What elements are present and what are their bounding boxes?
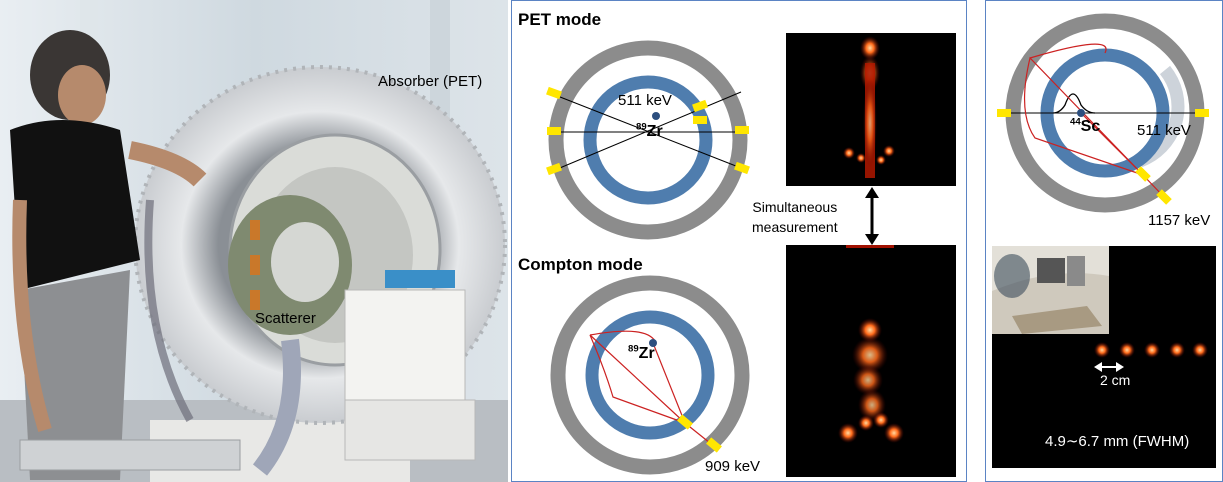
outer-ring (548, 40, 748, 240)
sc-isotope-label: 44Sc (1070, 116, 1101, 135)
sc-energy-1157-label: 1157 keV (1148, 212, 1211, 229)
pet-image (786, 33, 956, 186)
source-spot (1094, 342, 1110, 358)
sc-diagram (997, 13, 1209, 213)
scanner-photo (0, 0, 508, 482)
source-spot (1192, 342, 1208, 358)
source-point (652, 112, 660, 120)
absorber-label: Absorber (PET) (378, 73, 483, 90)
outer-ring (550, 275, 750, 475)
compton-cone (1023, 56, 1144, 176)
compton-energy-label: 909 keV (705, 458, 761, 475)
compton-cone (589, 334, 686, 424)
source-spot (1144, 342, 1160, 358)
compton-mode-title: Compton mode (518, 255, 643, 274)
resolution-label: 4.9∼6.7 mm (FWHM) (1045, 433, 1190, 450)
detector-hits (546, 86, 750, 176)
source-spot (1119, 342, 1135, 358)
compton-image (786, 245, 956, 477)
source-point (1077, 109, 1085, 117)
simultaneous-label: Simultaneous measurement (752, 199, 838, 235)
compton-isotope-label: 89Zr (628, 343, 655, 362)
pet-energy-label: 511 keV (618, 92, 672, 109)
sc-energy-511-label: 511 keV (1137, 122, 1191, 139)
simultaneous-arrow[interactable] (862, 187, 882, 245)
inner-ring (585, 310, 715, 440)
inner-ring (583, 75, 713, 205)
source-point (649, 339, 657, 347)
pet-mode-title: PET mode (518, 10, 602, 29)
distance-label: 2 cm (1100, 372, 1131, 388)
sc-image (992, 246, 1216, 468)
pet-mode-diagram (546, 40, 750, 240)
scatterer-label: Scatterer (255, 310, 316, 327)
source-spot (1169, 342, 1185, 358)
compton-mode-diagram (550, 275, 750, 475)
pet-isotope-label: 89Zr (636, 121, 663, 140)
